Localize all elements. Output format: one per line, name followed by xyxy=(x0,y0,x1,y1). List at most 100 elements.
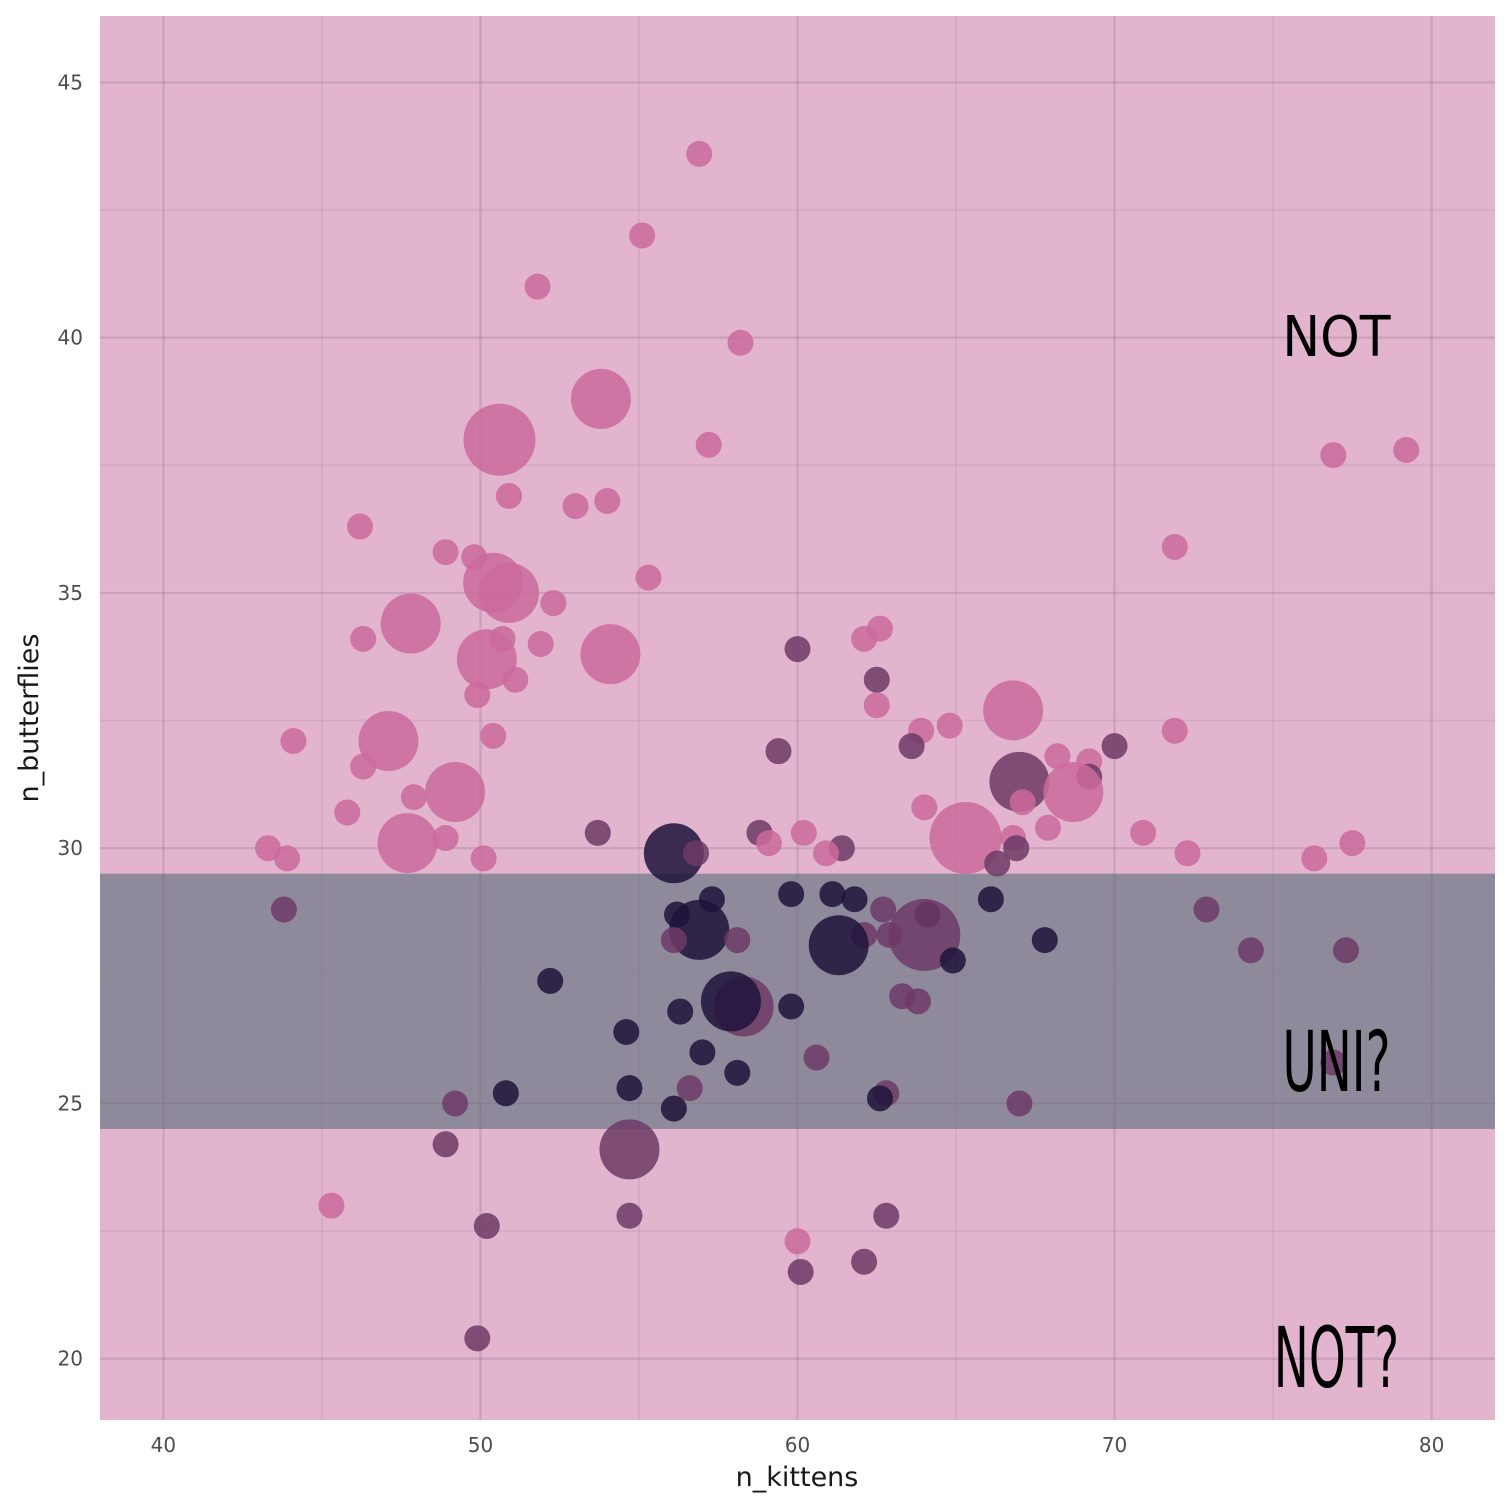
data-point xyxy=(898,733,925,760)
data-point xyxy=(1237,937,1264,964)
data-point xyxy=(676,1075,703,1102)
data-point xyxy=(442,1090,469,1117)
data-point xyxy=(580,624,641,685)
data-point xyxy=(667,998,694,1025)
data-point xyxy=(841,886,868,913)
x-tick-label: 70 xyxy=(1102,1433,1127,1457)
y-axis-ticks: 20 25 30 35 40 45 xyxy=(58,70,83,1370)
data-point xyxy=(1193,896,1220,923)
data-point xyxy=(270,896,297,923)
data-point xyxy=(1161,717,1188,744)
annotation-label: NOT? xyxy=(1274,1310,1399,1407)
x-axis-ticks: 40 50 60 70 80 xyxy=(151,1433,1445,1457)
data-point xyxy=(1320,442,1347,469)
data-point xyxy=(562,493,589,520)
data-point xyxy=(540,590,567,617)
data-point xyxy=(1009,789,1036,816)
data-point xyxy=(334,799,361,826)
data-point xyxy=(724,927,751,954)
data-point xyxy=(616,1075,643,1102)
y-tick-label: 40 xyxy=(58,326,83,350)
data-point xyxy=(1101,733,1128,760)
data-point xyxy=(813,840,840,867)
data-point xyxy=(613,1018,640,1045)
annotation-label: UNI? xyxy=(1282,1014,1390,1111)
data-point xyxy=(502,666,529,693)
data-point xyxy=(778,993,805,1020)
data-point xyxy=(1034,814,1061,841)
data-point xyxy=(784,1228,811,1255)
data-point xyxy=(686,140,713,167)
data-point xyxy=(1301,845,1328,872)
data-point xyxy=(1006,1090,1033,1117)
data-point xyxy=(790,819,817,846)
data-point xyxy=(724,1059,751,1086)
data-point xyxy=(492,1080,519,1107)
data-point xyxy=(480,722,507,749)
x-tick-label: 50 xyxy=(468,1433,493,1457)
data-point xyxy=(463,403,536,476)
data-point xyxy=(524,273,551,300)
data-point xyxy=(616,1202,643,1229)
data-point xyxy=(808,915,869,976)
data-point xyxy=(280,727,307,754)
data-point xyxy=(683,840,710,867)
data-point xyxy=(456,629,517,690)
data-point xyxy=(274,845,301,872)
data-point xyxy=(594,488,621,515)
x-axis-title: n_kittens xyxy=(736,1462,859,1493)
y-tick-label: 30 xyxy=(58,836,83,860)
data-point xyxy=(527,630,554,657)
data-point xyxy=(470,845,497,872)
data-point xyxy=(432,1131,459,1158)
y-tick-label: 45 xyxy=(58,70,83,94)
data-point xyxy=(1332,937,1359,964)
data-point xyxy=(863,666,890,693)
data-point xyxy=(936,712,963,739)
data-point xyxy=(1044,743,1071,770)
grid-lines xyxy=(100,16,1495,1420)
annotations: NOT UNI? NOT? xyxy=(1274,305,1399,1407)
data-point xyxy=(689,1039,716,1066)
data-point xyxy=(635,564,662,591)
data-point xyxy=(599,1119,660,1180)
data-point xyxy=(432,824,459,851)
data-point xyxy=(473,1212,500,1239)
data-point xyxy=(695,431,722,458)
data-point xyxy=(346,513,373,540)
data-point xyxy=(911,794,938,821)
data-point xyxy=(784,636,811,663)
data-point xyxy=(478,562,539,623)
data-point xyxy=(350,625,377,652)
data-point xyxy=(939,947,966,974)
data-point xyxy=(851,625,878,652)
data-point xyxy=(358,710,419,771)
data-point xyxy=(255,835,282,862)
y-tick-label: 35 xyxy=(58,581,83,605)
data-point xyxy=(380,593,441,654)
data-point xyxy=(984,850,1011,877)
data-point xyxy=(464,1325,491,1352)
data-point xyxy=(350,753,377,780)
data-point xyxy=(464,682,491,709)
data-point xyxy=(1130,819,1157,846)
data-point xyxy=(863,692,890,719)
x-tick-label: 60 xyxy=(785,1433,810,1457)
data-point xyxy=(983,680,1044,741)
data-point xyxy=(787,1258,814,1285)
data-point xyxy=(755,830,782,857)
data-point xyxy=(1003,835,1030,862)
x-tick-label: 40 xyxy=(151,1433,176,1457)
data-point xyxy=(318,1192,345,1219)
data-point xyxy=(1393,436,1420,463)
data-points xyxy=(255,140,1420,1352)
data-point xyxy=(778,881,805,908)
data-point xyxy=(400,784,427,811)
data-point xyxy=(432,539,459,566)
annotation-label: NOT xyxy=(1282,305,1390,370)
data-point xyxy=(989,751,1050,812)
data-point xyxy=(629,222,656,249)
data-point xyxy=(700,971,761,1032)
data-point xyxy=(660,927,687,954)
